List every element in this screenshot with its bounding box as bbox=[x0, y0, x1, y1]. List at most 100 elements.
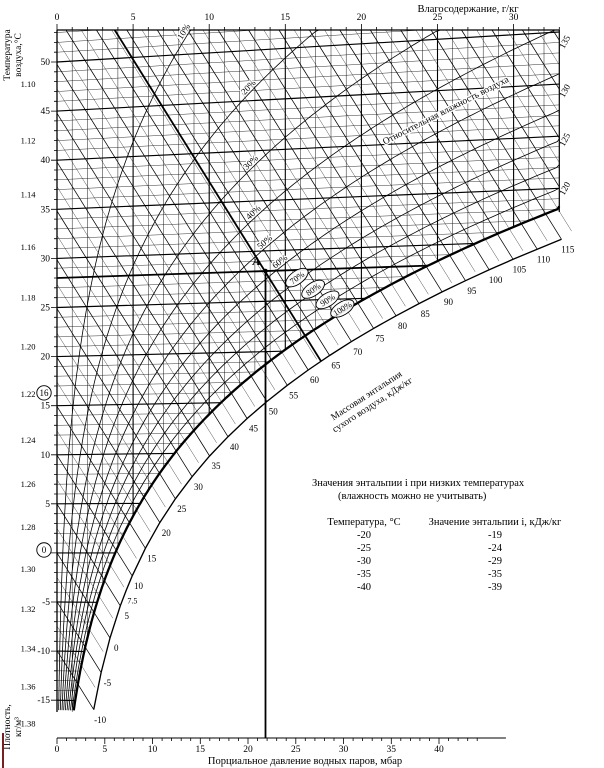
enthalpy-scale-label: 50 bbox=[269, 407, 279, 417]
temperature-tick-label: -5 bbox=[42, 598, 50, 608]
circled-temperature-16: 16 bbox=[36, 385, 52, 401]
density-tick-label: 1.12 bbox=[21, 135, 36, 145]
table-body: -20 -19 -25 -24 -30 -29 -35 -35 -40 -39 bbox=[312, 529, 576, 594]
temperature-tick-label: 20 bbox=[41, 353, 51, 363]
temperature-tick-label: 10 bbox=[41, 451, 51, 461]
table-row: -25 -24 bbox=[312, 542, 576, 555]
enthalpy-scale-label: 15 bbox=[147, 553, 157, 563]
density-tick-label: 1.24 bbox=[21, 435, 37, 445]
rh-curve-50 bbox=[65, 73, 560, 711]
table-cell-temperature: -20 bbox=[357, 530, 371, 541]
density-tick-label: 1.38 bbox=[21, 718, 36, 728]
table-row: -20 -19 bbox=[312, 529, 576, 542]
table-cell-enthalpy: -19 bbox=[488, 530, 502, 541]
example-construction: A bbox=[56, 29, 429, 738]
circled-temperature-0: 0 bbox=[36, 542, 52, 558]
density-tick-label: 1.26 bbox=[21, 479, 36, 489]
enthalpy-scale-label: 0 bbox=[114, 643, 119, 653]
temperature-tick-label: -10 bbox=[37, 647, 50, 657]
point-A-marker bbox=[263, 268, 268, 274]
pressure-tick-label: 20 bbox=[243, 745, 253, 755]
temperature-tick-label: 45 bbox=[41, 107, 51, 117]
density-tick-label: 1.14 bbox=[21, 190, 37, 200]
svg-text:16: 16 bbox=[40, 388, 50, 398]
enthalpy-scale-label: 75 bbox=[375, 334, 385, 344]
pressure-tick-label: 25 bbox=[291, 745, 301, 755]
enthalpy-scale-label: 85 bbox=[421, 309, 431, 319]
table-cell-enthalpy: -39 bbox=[488, 582, 502, 593]
rh-curve-90 bbox=[71, 187, 560, 711]
rh-curve-60 bbox=[66, 109, 560, 711]
pressure-tick-label: 30 bbox=[339, 745, 349, 755]
svg-text:0: 0 bbox=[42, 545, 47, 555]
pressure-axis-title: Порциальное давление водных паров, мбар bbox=[208, 756, 402, 767]
rh-label-70: 70% bbox=[285, 267, 309, 288]
low-temp-enthalpy-table: Значения энтальпии i при низких температ… bbox=[312, 477, 576, 594]
enthalpy-scale-label: 35 bbox=[212, 461, 222, 471]
axis-ticks bbox=[51, 24, 560, 744]
table-cell-enthalpy: -35 bbox=[488, 569, 502, 580]
enthalpy-scale-label: 25 bbox=[177, 504, 187, 514]
table-col1-header: Температура, °С bbox=[327, 517, 401, 528]
table-row: -30 -29 bbox=[312, 555, 576, 568]
temperature-tick-label: 30 bbox=[41, 254, 51, 264]
rh-curve-70 bbox=[68, 138, 560, 711]
table-cell-enthalpy: -29 bbox=[488, 556, 502, 567]
svg-text:50%: 50% bbox=[255, 233, 274, 252]
svg-text:40%: 40% bbox=[244, 203, 263, 222]
table-subtitle: (влажность можно не учитывать) bbox=[338, 491, 487, 502]
pressure-tick-label: 35 bbox=[387, 745, 397, 755]
table-row: -40 -39 bbox=[312, 581, 576, 594]
enthalpy-scale-label: 55 bbox=[289, 391, 299, 401]
rh-curve-80 bbox=[70, 164, 560, 711]
enthalpy-scale-label: 95 bbox=[467, 286, 477, 296]
rh-label-90: 90% bbox=[315, 290, 340, 310]
enthalpy-scale-label: 70 bbox=[353, 347, 363, 357]
moisture-tick-label: 30 bbox=[509, 13, 519, 23]
moisture-tick-label: 20 bbox=[357, 13, 367, 23]
moisture-grid-lines bbox=[71, 30, 560, 712]
table-row: -35 -35 bbox=[312, 568, 576, 581]
enthalpy-scale-label: 105 bbox=[513, 265, 527, 275]
table-cell-temperature: -40 bbox=[357, 582, 371, 593]
enthalpy-scale-label: 60 bbox=[310, 375, 320, 385]
temperature-tick-label: 25 bbox=[41, 304, 51, 314]
enthalpy-scale-label: 7.5 bbox=[127, 597, 137, 606]
table-cell-enthalpy: -24 bbox=[488, 543, 502, 554]
temperature-tick-label: -15 bbox=[37, 696, 50, 706]
pressure-tick-label: 15 bbox=[196, 745, 206, 755]
temperature-tick-label: 50 bbox=[41, 58, 51, 68]
enthalpy-scale-label: 40 bbox=[230, 442, 240, 452]
density-tick-label: 1.28 bbox=[21, 522, 36, 532]
pressure-tick-label: 10 bbox=[148, 745, 158, 755]
moisture-tick-label: 10 bbox=[204, 13, 214, 23]
enthalpy-scale-label: -10 bbox=[94, 715, 106, 725]
svg-text:30%: 30% bbox=[241, 153, 260, 172]
temperature-tick-label: 40 bbox=[41, 156, 51, 166]
rh-label-50: 50% bbox=[254, 231, 276, 252]
enthalpy-scale-label: 110 bbox=[537, 254, 551, 264]
moisture-axis-title: Влагосодержание, г/кг bbox=[417, 4, 519, 15]
table-cell-temperature: -35 bbox=[357, 569, 371, 580]
enthalpy-scale-label: 90 bbox=[444, 297, 454, 307]
temperature-tick-label: 15 bbox=[41, 402, 51, 412]
table-cell-temperature: -30 bbox=[357, 556, 371, 567]
moisture-tick-label: 25 bbox=[433, 13, 443, 23]
axes bbox=[51, 24, 560, 744]
enthalpy-scale-label: 45 bbox=[249, 424, 259, 434]
pressure-tick-label: 40 bbox=[434, 745, 444, 755]
rh-curve-30 bbox=[61, 29, 441, 711]
density-tick-label: 1.22 bbox=[21, 389, 36, 399]
table-col2-header: Значение энтальпии i, кДж/кг bbox=[428, 517, 562, 528]
rh-label-80: 80% bbox=[301, 279, 325, 299]
enthalpy-scale-label: 115 bbox=[561, 245, 575, 255]
rh-family-title: Относительная влажность воздуха bbox=[381, 75, 511, 148]
density-tick-label: 1.10 bbox=[21, 79, 36, 89]
pressure-tick-label: 5 bbox=[102, 745, 107, 755]
table-header-row: Температура, °С Значение энтальпии i, кД… bbox=[312, 516, 576, 529]
enthalpy-scale-label: 100 bbox=[489, 275, 503, 285]
density-tick-label: 1.34 bbox=[21, 643, 37, 653]
